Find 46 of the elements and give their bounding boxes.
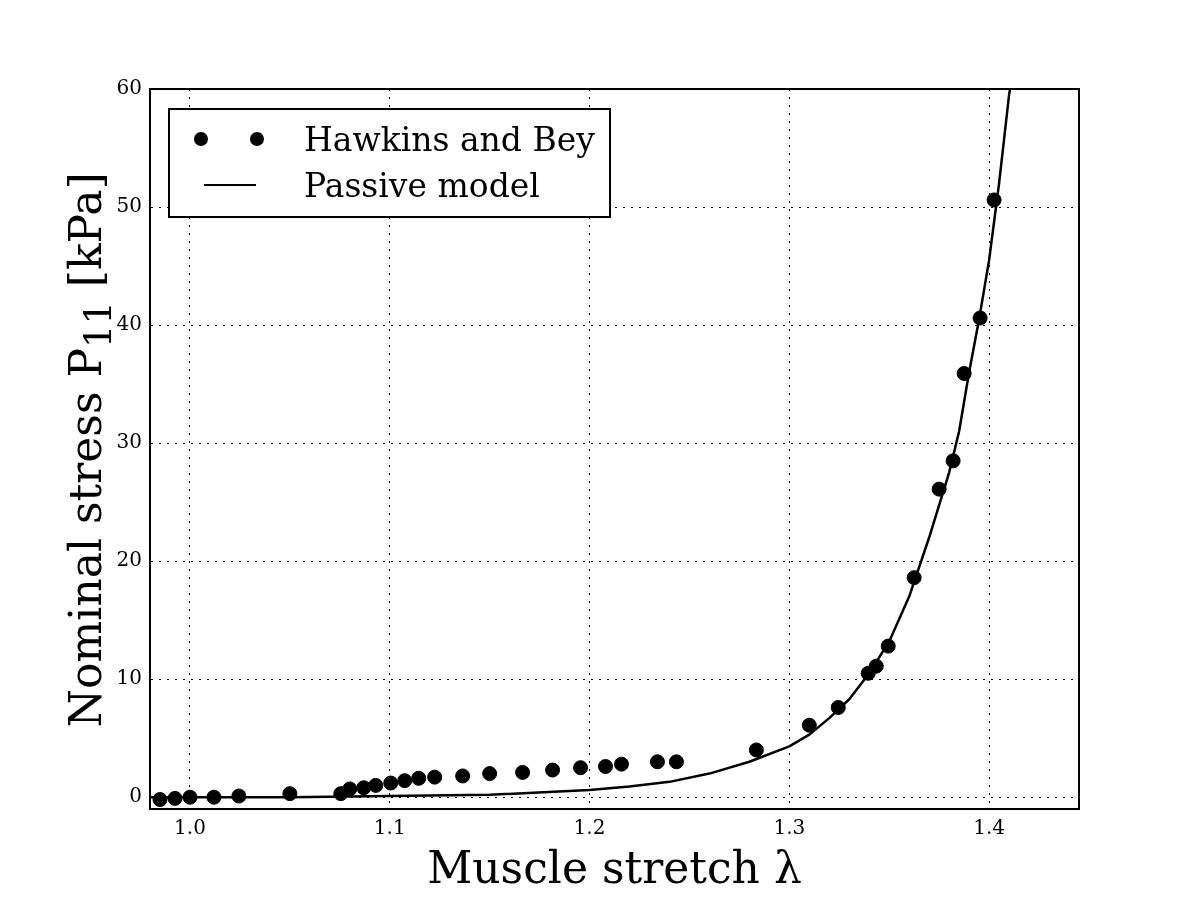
point	[282, 786, 298, 802]
point	[383, 775, 399, 791]
y-tick-label: 50	[116, 193, 142, 218]
point	[668, 754, 684, 770]
point	[830, 699, 846, 715]
x-axis-title: Muscle stretch λ	[426, 842, 803, 893]
point	[368, 777, 384, 793]
point	[231, 788, 247, 804]
point	[972, 310, 988, 326]
x-tick-label: 1.4	[973, 815, 1005, 840]
y-tick-label: 60	[116, 75, 142, 100]
point	[342, 781, 358, 797]
point	[455, 768, 471, 784]
point	[613, 756, 629, 772]
point	[167, 790, 183, 806]
point	[206, 789, 222, 805]
point	[649, 754, 665, 770]
point	[573, 760, 589, 776]
point	[598, 759, 614, 775]
point	[397, 773, 413, 789]
y-tick-label: 20	[116, 547, 142, 572]
point	[152, 792, 168, 808]
point	[868, 658, 884, 674]
point	[931, 481, 947, 497]
x-tick-label: 1.3	[773, 815, 806, 840]
point	[427, 769, 443, 785]
legend-label: Passive model	[304, 165, 540, 205]
y-tick-label: 0	[129, 783, 142, 808]
point	[545, 762, 561, 778]
point	[801, 717, 817, 733]
point	[515, 764, 531, 780]
y-tick-label: 10	[116, 665, 142, 690]
point	[906, 570, 922, 586]
point	[482, 766, 498, 782]
y-tick-label: 30	[116, 429, 142, 454]
point	[945, 453, 961, 469]
legend-label: Hawkins and Bey	[304, 119, 595, 159]
point	[986, 192, 1002, 208]
x-tick-label: 1.2	[573, 815, 606, 840]
point	[748, 742, 764, 758]
point	[411, 770, 427, 786]
x-tick-label: 1.0	[174, 815, 206, 840]
x-tick-label: 1.1	[373, 815, 406, 840]
point	[880, 638, 896, 654]
point	[182, 789, 198, 805]
point	[956, 365, 972, 381]
